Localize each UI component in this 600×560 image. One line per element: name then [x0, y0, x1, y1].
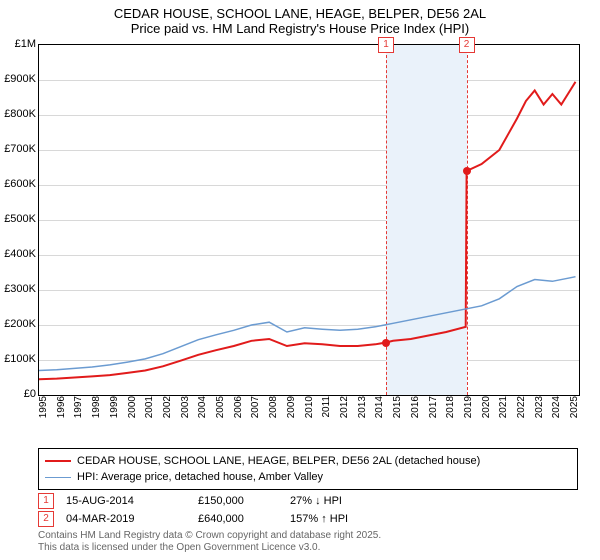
y-tick-label: £900K [4, 73, 36, 85]
x-tick-label: 2005 [215, 396, 226, 418]
transaction-row-1: 1 15-AUG-2014 £150,000 27% ↓ HPI [38, 492, 578, 510]
x-tick-label: 1998 [91, 396, 102, 418]
transaction-row-2: 2 04-MAR-2019 £640,000 157% ↑ HPI [38, 510, 578, 528]
legend-item-price-paid: CEDAR HOUSE, SCHOOL LANE, HEAGE, BELPER,… [45, 453, 571, 469]
legend-label-0: CEDAR HOUSE, SCHOOL LANE, HEAGE, BELPER,… [77, 455, 480, 467]
transaction-pct-1: 27% ↓ HPI [290, 495, 390, 507]
legend-swatch-1 [45, 477, 71, 478]
transaction-rows: 1 15-AUG-2014 £150,000 27% ↓ HPI 2 04-MA… [38, 492, 578, 528]
x-tick-label: 2020 [481, 396, 492, 418]
y-tick-label: £0 [24, 388, 36, 400]
legend: CEDAR HOUSE, SCHOOL LANE, HEAGE, BELPER,… [38, 448, 578, 490]
y-tick-label: £400K [4, 248, 36, 260]
x-tick-label: 2022 [516, 396, 527, 418]
legend-item-hpi: HPI: Average price, detached house, Ambe… [45, 469, 571, 485]
y-tick-label: £200K [4, 318, 36, 330]
x-tick-label: 2017 [428, 396, 439, 418]
x-tick-label: 1999 [109, 396, 120, 418]
x-tick-label: 2010 [304, 396, 315, 418]
x-tick-label: 2004 [197, 396, 208, 418]
x-tick-label: 2000 [127, 396, 138, 418]
transaction-date-1: 15-AUG-2014 [66, 495, 186, 507]
x-tick-label: 2021 [498, 396, 509, 418]
x-tick-label: 2025 [569, 396, 580, 418]
x-tick-label: 1997 [73, 396, 84, 418]
transaction-date-2: 04-MAR-2019 [66, 513, 186, 525]
series-price_paid [39, 82, 576, 380]
chart-marker-2: 2 [459, 37, 475, 53]
data-point [463, 167, 471, 175]
chart-container: CEDAR HOUSE, SCHOOL LANE, HEAGE, BELPER,… [0, 0, 600, 560]
x-tick-label: 2011 [321, 396, 332, 418]
y-tick-label: £100K [4, 353, 36, 365]
data-point [382, 339, 390, 347]
footer: Contains HM Land Registry data © Crown c… [38, 530, 381, 554]
transaction-price-1: £150,000 [198, 495, 278, 507]
transaction-price-2: £640,000 [198, 513, 278, 525]
y-tick-label: £700K [4, 143, 36, 155]
y-tick-label: £600K [4, 178, 36, 190]
x-tick-label: 1996 [56, 396, 67, 418]
x-tick-label: 2016 [410, 396, 421, 418]
x-tick-label: 2007 [250, 396, 261, 418]
x-tick-label: 2006 [233, 396, 244, 418]
footer-line-2: This data is licensed under the Open Gov… [38, 542, 381, 554]
transaction-marker-1: 1 [38, 493, 54, 509]
line-svg [39, 45, 579, 395]
y-tick-label: £300K [4, 283, 36, 295]
x-tick-label: 1995 [38, 396, 49, 418]
legend-swatch-0 [45, 460, 71, 462]
x-tick-label: 2012 [339, 396, 350, 418]
x-tick-label: 2018 [445, 396, 456, 418]
legend-label-1: HPI: Average price, detached house, Ambe… [77, 471, 323, 483]
footer-line-1: Contains HM Land Registry data © Crown c… [38, 530, 381, 542]
transaction-pct-2: 157% ↑ HPI [290, 513, 390, 525]
x-tick-label: 2002 [162, 396, 173, 418]
title-line-2: Price paid vs. HM Land Registry's House … [0, 21, 600, 36]
x-tick-label: 2008 [268, 396, 279, 418]
x-tick-label: 2001 [144, 396, 155, 418]
y-tick-label: £800K [4, 108, 36, 120]
x-tick-label: 2003 [180, 396, 191, 418]
x-tick-label: 2024 [551, 396, 562, 418]
title-line-1: CEDAR HOUSE, SCHOOL LANE, HEAGE, BELPER,… [0, 6, 600, 21]
x-tick-label: 2013 [357, 396, 368, 418]
y-tick-label: £1M [15, 38, 36, 50]
series-hpi [39, 277, 576, 371]
plot-area: 12 [38, 44, 580, 396]
transaction-marker-2: 2 [38, 511, 54, 527]
chart-marker-1: 1 [378, 37, 394, 53]
title-block: CEDAR HOUSE, SCHOOL LANE, HEAGE, BELPER,… [0, 0, 600, 38]
x-tick-label: 2019 [463, 396, 474, 418]
chart-area: £0£100K£200K£300K£400K£500K£600K£700K£80… [38, 44, 578, 414]
y-tick-label: £500K [4, 213, 36, 225]
x-tick-label: 2023 [534, 396, 545, 418]
x-tick-label: 2015 [392, 396, 403, 418]
x-tick-label: 2014 [374, 396, 385, 418]
x-tick-label: 2009 [286, 396, 297, 418]
